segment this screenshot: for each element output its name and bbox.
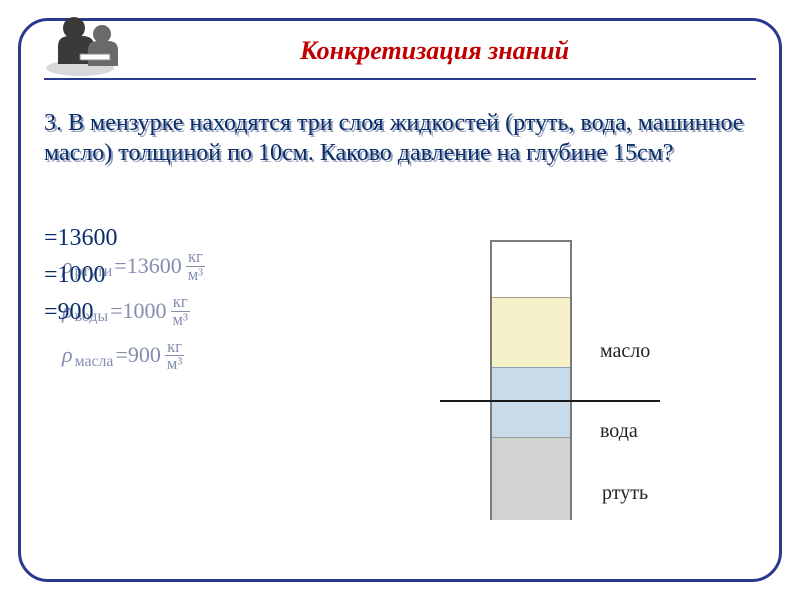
people-logo [40, 8, 150, 78]
density-water: ρводы=1000 кг м³ [62, 291, 205, 332]
rho-symbol: ρ [62, 246, 73, 287]
depth-marker-line [440, 400, 660, 402]
label-oil: масло [600, 340, 650, 363]
rho-sub: ртути [75, 257, 113, 286]
unit-den: м³ [186, 267, 205, 284]
density-mercury: ρртути=13600 кг м³ [62, 246, 205, 287]
rho-symbol: ρ [62, 335, 73, 376]
slide-title: Конкретизация знаний [300, 36, 569, 66]
unit-den: м³ [165, 356, 184, 373]
rho-symbol: ρ [62, 291, 73, 332]
unit-fraction: кг м³ [186, 249, 205, 283]
layer-mercury [492, 437, 570, 520]
rho-value: =900 [115, 335, 160, 376]
layer-water [492, 367, 570, 437]
label-water: вода [600, 420, 638, 443]
unit-fraction: кг м³ [171, 294, 190, 328]
rho-value: =1000 [110, 291, 166, 332]
rho-sub: масла [75, 347, 114, 376]
densities-formulas: ρртути=13600 кг м³ ρводы=1000 кг м³ ρмас… [62, 246, 205, 380]
density-oil: ρмасла=900 кг м³ [62, 335, 205, 376]
unit-num: кг [171, 294, 190, 312]
cylinder [490, 240, 572, 520]
unit-den: м³ [171, 312, 190, 329]
rho-sub: воды [75, 302, 109, 331]
unit-fraction: кг м³ [165, 339, 184, 373]
layer-oil [492, 297, 570, 367]
layer-air [492, 242, 570, 297]
rho-value: =13600 [114, 246, 181, 287]
title-underline [44, 78, 756, 80]
problem-text: 3. В мензурке находятся три слоя жидкост… [44, 108, 744, 168]
liquid-diagram: масло вода ртуть [440, 240, 760, 540]
label-mercury: ртуть [602, 482, 648, 505]
